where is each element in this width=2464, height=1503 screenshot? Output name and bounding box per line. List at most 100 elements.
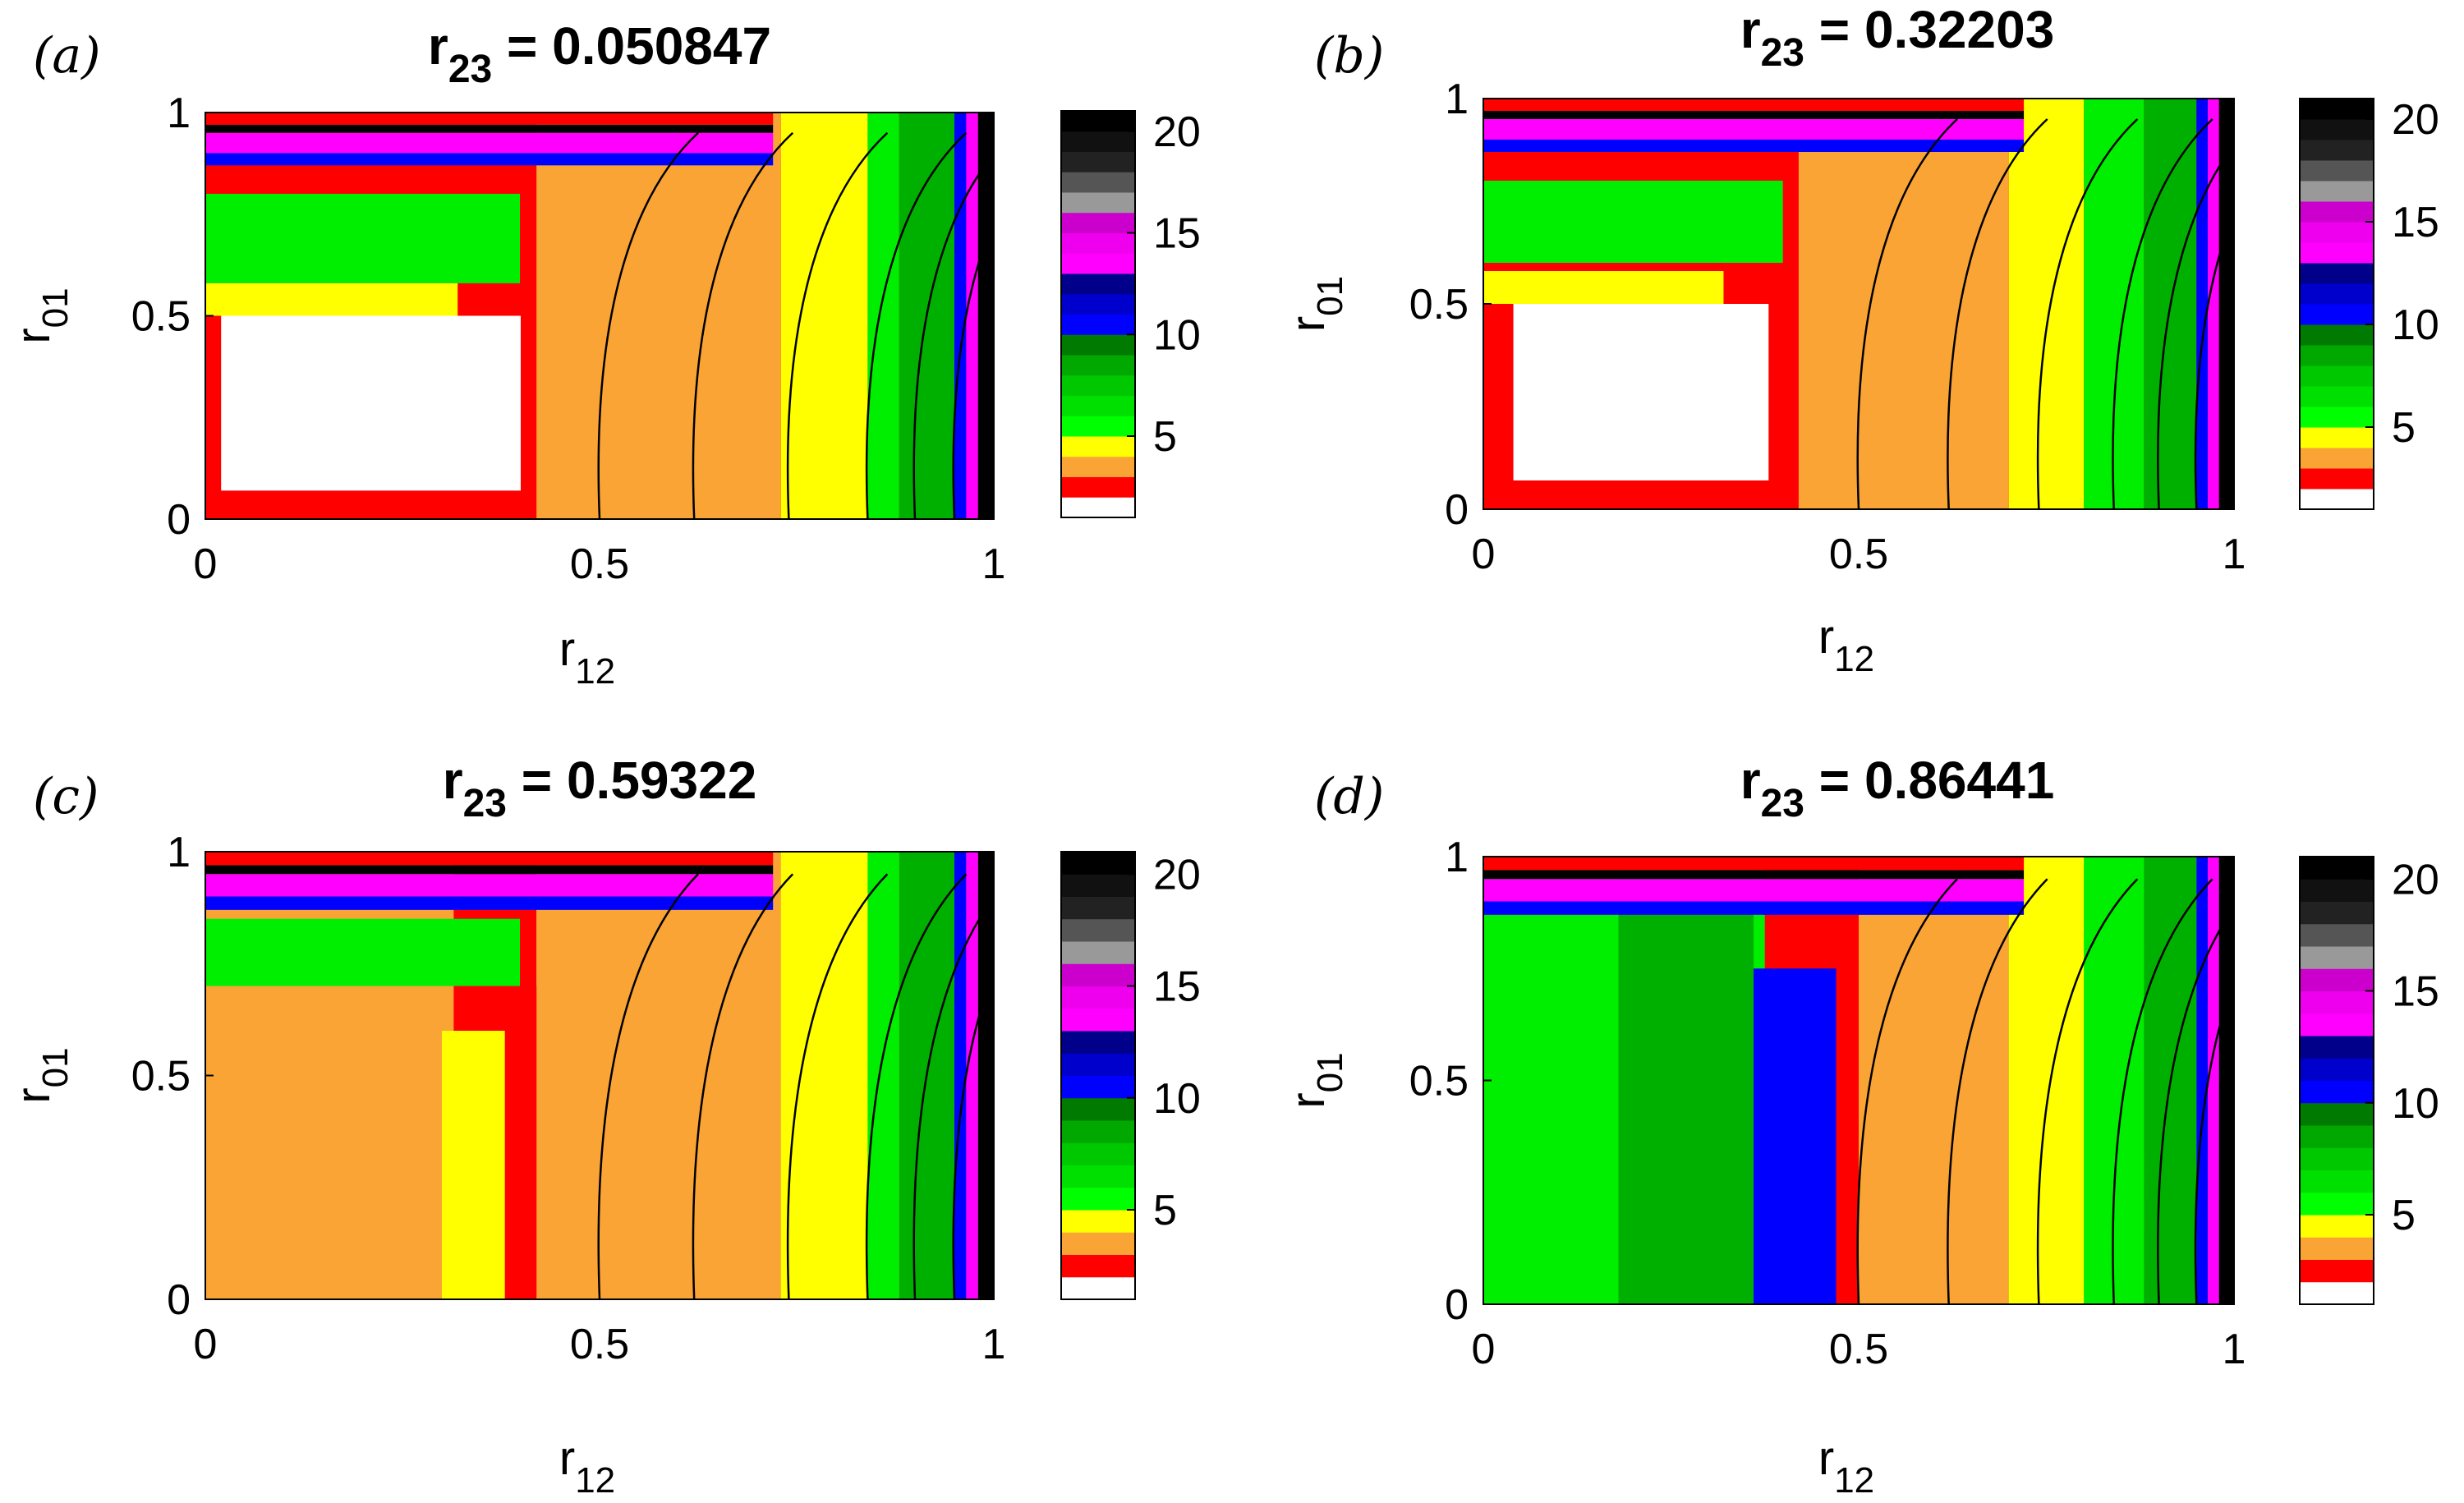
ytick-label: 0 [1445, 1281, 1469, 1329]
colorbar-segment [1061, 1031, 1135, 1054]
colorbar-segment [2300, 427, 2374, 448]
y-axis-label: r01 [7, 1047, 76, 1103]
panel-label: (c) [33, 768, 99, 825]
y-axis-label: r01 [1281, 276, 1350, 332]
xtick-label: 0.5 [1829, 1326, 1888, 1373]
colorbar-segment [1061, 355, 1135, 376]
stripe-4 [205, 113, 774, 125]
colorbar-segment [2300, 99, 2374, 120]
colorbar-segment [2300, 901, 2374, 925]
colorbar-segment [1061, 192, 1135, 214]
ytick-label: 0 [167, 496, 191, 544]
region-red [504, 986, 537, 1299]
ytick-label: 0.5 [131, 293, 191, 341]
colorbar-frame [2299, 856, 2374, 1305]
contour-line-6 [952, 968, 994, 1299]
panel-label: (d) [1314, 768, 1384, 825]
colorbar-segment [1061, 416, 1135, 437]
colorbar-segment [1061, 941, 1135, 964]
colorbar-segment [1061, 497, 1135, 518]
band-3 [2008, 857, 2085, 1304]
x-axis-label: r12 [559, 1432, 615, 1501]
colorbar-segment [1061, 852, 1135, 875]
colorbar-segment [1061, 172, 1135, 193]
colorbar-segment [1061, 395, 1135, 416]
colorbar-segment [1061, 314, 1135, 335]
xtick-label: 1 [982, 540, 1006, 588]
colorbar-segment [2300, 968, 2374, 991]
colorbar: 5 10 15 20 [2299, 96, 2439, 510]
colorbar-segment [2300, 263, 2374, 284]
stripe-1 [205, 132, 774, 154]
colorbar-segment [1061, 1276, 1135, 1300]
colorbar-tick-label: 5 [2392, 1192, 2416, 1239]
colorbar-segment [2300, 1036, 2374, 1059]
band-6 [2196, 857, 2209, 1304]
colorbar-segment [1061, 963, 1135, 986]
region-white [1513, 304, 1769, 480]
colorbar-segment [1061, 273, 1135, 295]
colorbar-segment [2300, 448, 2374, 469]
colorbar-segment [1061, 1120, 1135, 1143]
stripe-2 [205, 896, 774, 910]
ytick-label: 0.5 [131, 1053, 191, 1101]
colorbar-segment [2300, 181, 2374, 202]
xtick-label: 0.5 [1829, 531, 1888, 578]
stripe-3 [205, 124, 774, 133]
colorbar-segment [1061, 1254, 1135, 1278]
stripe-1 [1483, 879, 2025, 902]
band-6 [954, 113, 967, 519]
colorbar-segment [2300, 879, 2374, 902]
panel-title: r23 = 0.59322 [443, 751, 757, 825]
panel-title: r23 = 0.32203 [1740, 0, 2055, 75]
xtick-label: 0.5 [570, 540, 629, 588]
contour-line-2 [1947, 118, 2048, 509]
colorbar-segment [1061, 1142, 1135, 1165]
colorbar-segment [2300, 1237, 2374, 1260]
colorbar-tick-label: 5 [1153, 413, 1177, 461]
colorbar-frame [1060, 851, 1136, 1300]
colorbar-segment [2300, 1170, 2374, 1193]
region-red-strip [1836, 954, 1859, 1304]
x-axis-label: r12 [1818, 1432, 1874, 1501]
region-yellow [205, 283, 458, 316]
stripe-3 [205, 865, 774, 875]
band-6 [2196, 99, 2209, 509]
colorbar: 5 10 15 20 [1060, 851, 1201, 1300]
colorbar-segment [2300, 119, 2374, 140]
band-7 [2208, 99, 2219, 509]
stripe-4 [1483, 99, 2025, 111]
band-8 [2218, 99, 2234, 509]
xtick-label: 0 [1472, 531, 1496, 578]
region-yellow [1483, 271, 1724, 304]
x-axis-label: r12 [1818, 610, 1874, 679]
contour-line-1 [597, 873, 699, 1299]
colorbar-segment [1061, 918, 1135, 942]
band-3 [780, 113, 868, 519]
stripe-3 [1483, 111, 2025, 119]
colorbar-segment [2300, 1192, 2374, 1216]
band-7 [966, 852, 978, 1299]
band-4 [867, 852, 899, 1299]
colorbar-segment [2300, 242, 2374, 264]
colorbar-segment [2300, 222, 2374, 243]
colorbar-tick-label: 15 [1153, 210, 1201, 258]
panel-label: (b) [1314, 27, 1384, 85]
colorbar-segment [2300, 201, 2374, 223]
colorbar-segment [2300, 857, 2374, 880]
contour-line-4 [865, 131, 968, 519]
x-axis-label: r12 [559, 623, 615, 692]
colorbar-segment [1061, 334, 1135, 356]
colorbar-segment [2300, 1102, 2374, 1126]
contour-line-3 [786, 873, 889, 1299]
colorbar: 5 10 15 20 [1060, 108, 1201, 518]
xtick-label: 0 [194, 1321, 218, 1368]
colorbar-segment [1061, 375, 1135, 396]
colorbar-segment [1061, 1097, 1135, 1121]
colorbar-tick-label: 5 [2392, 404, 2416, 452]
stripe-1 [1483, 119, 2025, 140]
contour-line-5 [913, 895, 994, 1299]
colorbar-segment [2300, 1125, 2374, 1148]
stripe-2 [1483, 901, 2025, 915]
